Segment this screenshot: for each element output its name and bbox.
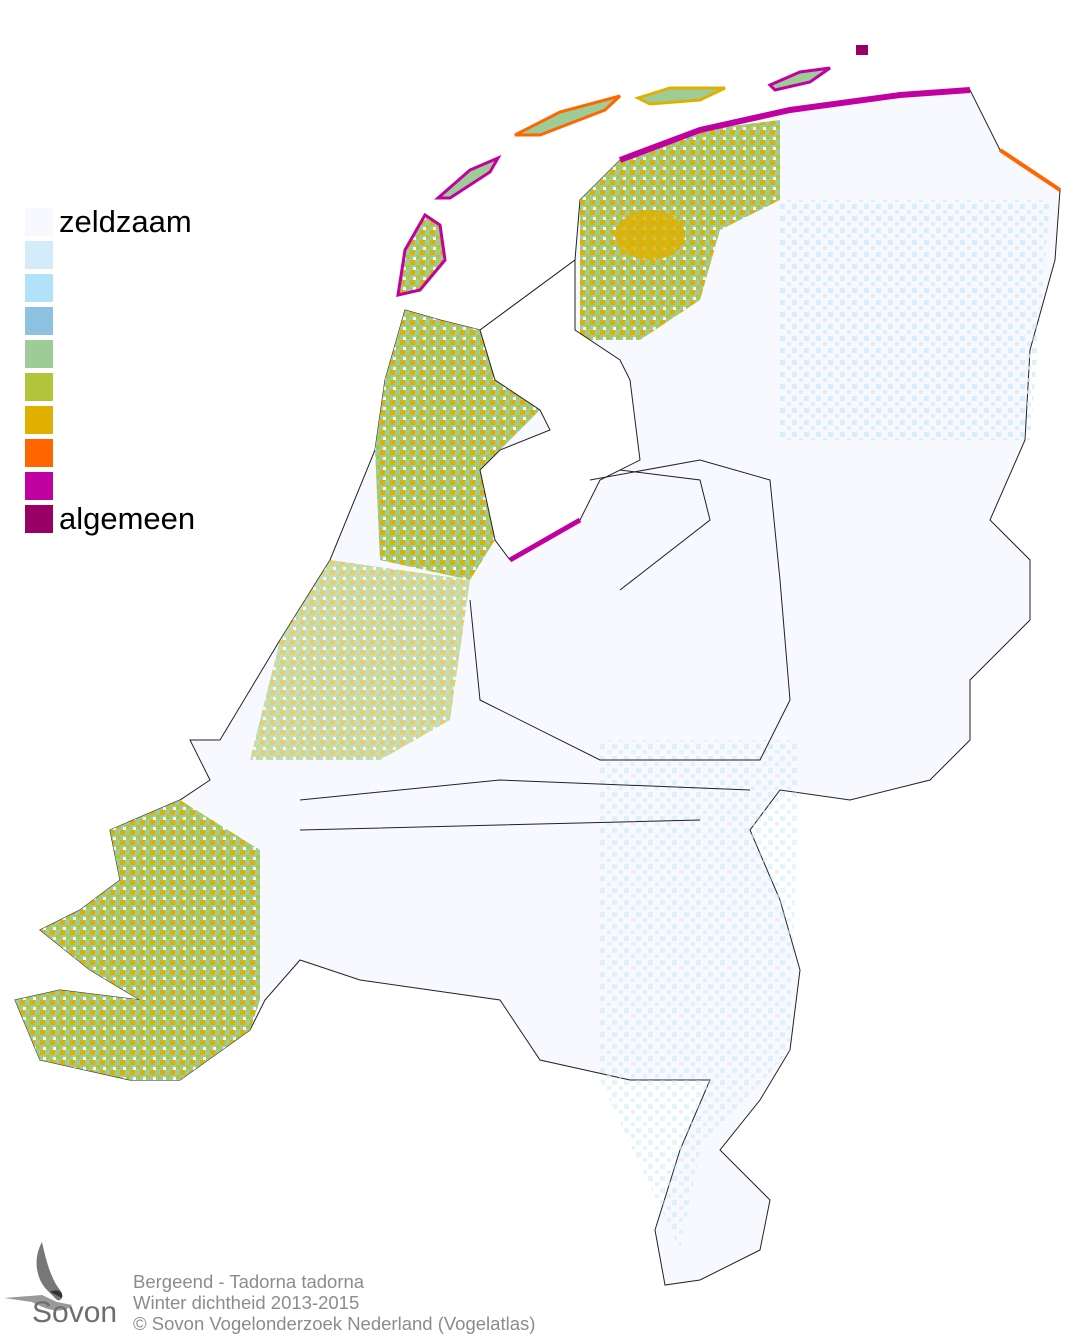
- island-schiermonnikoog: [767, 66, 831, 92]
- legend-item: [25, 436, 195, 469]
- legend-item: [25, 403, 195, 436]
- noord-holland-high-density: [375, 310, 540, 580]
- species-title: Bergeend - Tadorna tadorna: [133, 1271, 365, 1292]
- wadden-coast: [618, 87, 971, 163]
- island-vlieland: [434, 154, 502, 200]
- map-subtitle: Winter dichtheid 2013-2015: [133, 1292, 360, 1313]
- legend: zeldzaam algemeen: [25, 205, 195, 535]
- legend-item: zeldzaam: [25, 205, 195, 238]
- legend-label: algemeen: [59, 500, 196, 536]
- legend-swatch: [25, 504, 53, 533]
- island-texel: [396, 212, 447, 297]
- legend-swatch: [25, 471, 53, 500]
- legend-item: [25, 370, 195, 403]
- legend-item: algemeen: [25, 502, 195, 535]
- mainland: [14, 87, 1062, 1286]
- legend-item: [25, 469, 195, 502]
- legend-item: [25, 271, 195, 304]
- wadden-islands: [396, 45, 868, 297]
- legend-label: zeldzaam: [59, 203, 192, 239]
- swallow-icon: [4, 1242, 72, 1311]
- legend-swatch: [25, 372, 53, 401]
- legend-swatch: [25, 405, 53, 434]
- island-terschelling: [514, 94, 622, 137]
- sovon-logo-text: Sovon: [32, 1296, 118, 1329]
- legend-swatch: [25, 207, 53, 236]
- zeeland-high-density: [15, 800, 260, 1080]
- legend-item: [25, 304, 195, 337]
- legend-swatch: [25, 306, 53, 335]
- legend-item: [25, 238, 195, 271]
- legend-swatch: [25, 339, 53, 368]
- legend-swatch: [25, 240, 53, 269]
- island-ameland: [634, 86, 726, 106]
- legend-item: [25, 337, 195, 370]
- legend-swatch: [25, 438, 53, 467]
- map-caption: Bergeend - Tadorna tadorna Winter dichth…: [133, 1271, 535, 1334]
- copyright: © Sovon Vogelonderzoek Nederland (Vogela…: [133, 1313, 536, 1334]
- legend-swatch: [25, 273, 53, 302]
